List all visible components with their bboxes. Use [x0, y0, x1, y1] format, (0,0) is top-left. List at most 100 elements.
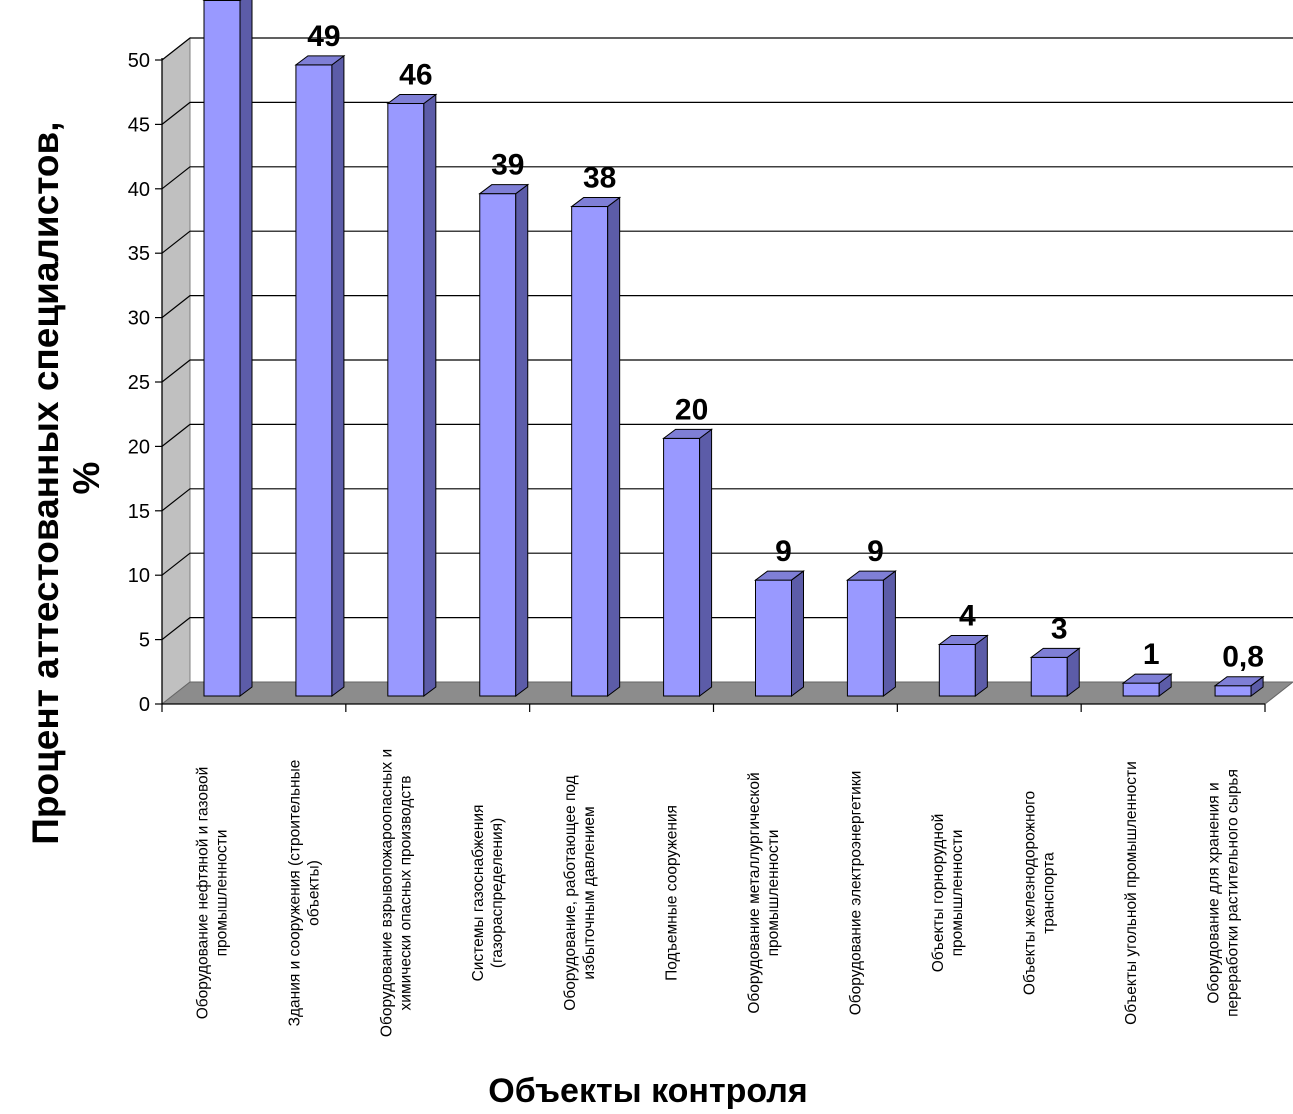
bar-side: [974, 634, 988, 697]
category-label: Оборудование металлургической промышленно…: [746, 772, 782, 1013]
bar: [294, 54, 346, 697]
bar-front: [571, 206, 609, 697]
data-label: 38: [583, 162, 616, 195]
data-label: 3: [1051, 612, 1068, 645]
bar-side: [607, 196, 621, 697]
bar-front: [387, 103, 425, 697]
bar-side: [515, 183, 529, 697]
category-label-line: Оборудование нефтяной и газовой: [194, 767, 211, 1020]
category-label-line: Объекты угольной промышленности: [1123, 761, 1140, 1025]
bar-top: [754, 570, 805, 581]
y-tick-label: 15: [128, 501, 150, 523]
axes: [155, 58, 1266, 712]
category-label-line: избыточным давлением: [581, 806, 598, 979]
category-label-line: транспорта: [1041, 852, 1058, 934]
y-tick-labels: 0 5 10 15 20 25 30 35 40 45 50: [128, 50, 150, 716]
bar-side: [882, 570, 896, 697]
category-label-line: химически опасных производств: [397, 776, 414, 1011]
category-label-line: промышленности: [949, 830, 966, 957]
data-label: 9: [867, 535, 884, 568]
bar: [754, 570, 805, 697]
category-label-line: Здания и сооружения (строительные: [286, 760, 303, 1027]
y-tick-label: 0: [139, 694, 150, 716]
y-axis-title-line-2: %: [66, 462, 107, 495]
y-tick-label: 20: [128, 436, 150, 458]
category-label: Оборудование взрывопожароопасных и химиче…: [378, 749, 414, 1037]
bar-side: [423, 93, 437, 697]
gridline: [161, 616, 1293, 641]
bar-side: [791, 570, 804, 697]
x-axis-title: Объекты контроля: [488, 1072, 808, 1110]
category-label-line: промышленности: [213, 830, 230, 957]
data-label: 0,8: [1222, 641, 1264, 674]
bar: [662, 428, 714, 697]
category-label-line: Оборудование для хранения и: [1206, 782, 1223, 1003]
category-labels: Оборудование нефтяной и газовой промышлен…: [194, 749, 1241, 1037]
bar-front: [1122, 682, 1160, 697]
data-label: 9: [775, 535, 792, 568]
category-label-line: Подъемные сооружения: [664, 805, 681, 981]
y-tick-label: 25: [128, 372, 150, 394]
category-label: Оборудование нефтяной и газовой промышлен…: [194, 767, 230, 1020]
category-label-line: объекты): [305, 860, 322, 926]
bar: [478, 183, 530, 697]
gridline: [161, 101, 1293, 125]
bar: [1121, 673, 1173, 697]
bar-front: [1214, 685, 1252, 697]
y-tick-label: 30: [128, 308, 150, 330]
bar-front: [755, 579, 792, 697]
bar: [1029, 647, 1081, 697]
bar-front: [479, 193, 517, 697]
data-label: 49: [307, 20, 340, 53]
category-label-line: Оборудование, работающее под: [562, 775, 579, 1010]
bar-top: [294, 55, 346, 66]
bar-top: [1029, 647, 1081, 658]
category-label-line: (газораспределения): [489, 818, 506, 968]
gridline: [161, 423, 1293, 447]
bar: [570, 196, 622, 697]
y-axis-title: Процент аттестованных специалистов, %: [25, 111, 107, 845]
bar-front: [938, 643, 976, 697]
bar-front: [663, 437, 701, 697]
bar: [845, 570, 897, 697]
data-labels: 544946393820994310,8: [307, 20, 1264, 674]
gridline: [161, 488, 1293, 512]
gridline: [161, 166, 1293, 190]
bar-front: [203, 0, 241, 697]
y-tick-label: 35: [128, 243, 150, 265]
category-label-line: Оборудование электроэнергетики: [847, 771, 864, 1016]
y-tick-label: 50: [128, 50, 150, 72]
bar-side: [239, 0, 253, 697]
bar-front: [1030, 656, 1068, 697]
category-label-line: Оборудование взрывопожароопасных и: [378, 749, 395, 1037]
bar-top: [937, 634, 989, 645]
category-label-line: Объекты железнодорожного: [1022, 791, 1039, 995]
gridline: [161, 230, 1293, 254]
gridline: [161, 295, 1293, 319]
bar-front: [846, 579, 884, 697]
bar-top: [845, 570, 897, 581]
bar-top: [662, 428, 714, 439]
category-label: Оборудование электроэнергетики: [847, 771, 864, 1016]
y-tick-label: 45: [128, 114, 150, 136]
bar-front: [295, 64, 333, 697]
y-tick-label: 5: [139, 630, 150, 652]
bar-top: [570, 197, 622, 208]
category-label: Объекты железнодорожного транспорта: [1022, 791, 1058, 995]
data-label: 1: [1143, 638, 1160, 671]
bar: [386, 93, 438, 697]
category-label-line: Системы газоснабжения: [470, 805, 487, 982]
gridlines: [161, 37, 1293, 641]
category-label-line: промышленности: [765, 830, 782, 957]
bar-top: [1213, 676, 1265, 687]
bar: [202, 0, 253, 697]
category-label: Подъемные сооружения: [664, 805, 681, 981]
gridline: [161, 37, 1293, 61]
category-label: Системы газоснабжения (газораспределения): [470, 805, 506, 982]
data-label: 39: [491, 149, 524, 182]
bars: [202, 0, 1265, 697]
data-label: 4: [959, 599, 976, 632]
data-label: 20: [675, 393, 708, 426]
category-label: Оборудование, работающее под избыточным д…: [562, 775, 598, 1010]
bar-side: [699, 428, 713, 697]
